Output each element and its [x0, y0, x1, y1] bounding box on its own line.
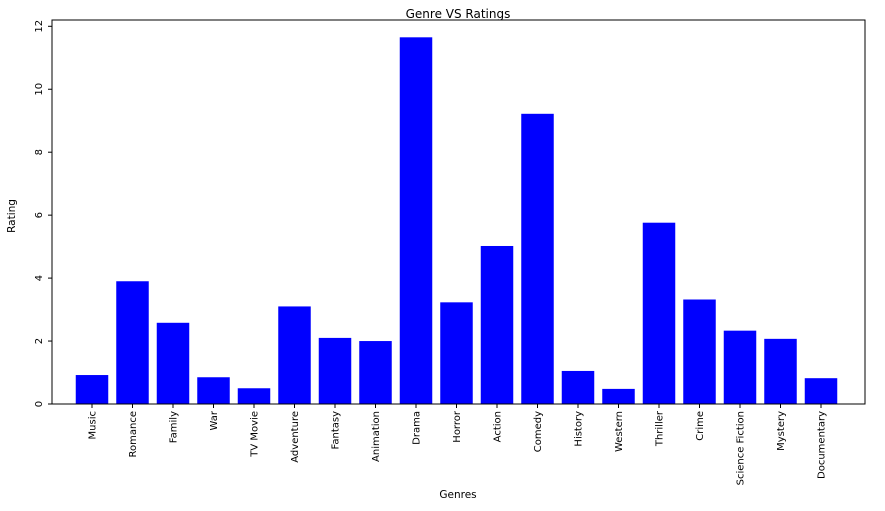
x-tick-label: TV Movie: [250, 411, 261, 458]
y-tick-label: 8: [34, 149, 45, 155]
x-tick-label: Adventure: [290, 411, 301, 463]
x-tick-label: History: [574, 411, 585, 447]
y-tick-label: 10: [34, 83, 45, 96]
x-axis-label: Genres: [439, 489, 476, 501]
bar-science-fiction: [723, 330, 757, 404]
bar-animation: [359, 341, 392, 404]
bar-thriller: [642, 222, 676, 404]
x-tick-label: Family: [169, 411, 180, 443]
bar-music: [75, 375, 109, 404]
bar-documentary: [804, 378, 838, 404]
x-axis-ticks: Music Romance Family War TV Movie Adventure Fa…: [88, 404, 828, 485]
x-tick-label: Science Fiction: [736, 411, 747, 485]
x-tick-label: Romance: [128, 411, 139, 457]
y-tick-label: 0: [34, 401, 45, 407]
bar-crime: [683, 299, 716, 404]
bar-family: [156, 322, 190, 404]
bar-war: [197, 377, 230, 404]
bars-layer: [75, 37, 838, 405]
y-axis-ticks: 0 2 4 6 8 10 12: [34, 20, 52, 407]
y-tick-label: 4: [34, 275, 45, 281]
x-tick-label: Fantasy: [331, 411, 342, 450]
bar-comedy: [521, 113, 554, 405]
bar-action: [480, 245, 514, 404]
x-tick-label: Thriller: [655, 410, 666, 447]
x-tick-label: Western: [614, 411, 625, 452]
x-tick-label: Mystery: [776, 411, 787, 451]
y-tick-label: 2: [34, 338, 45, 344]
plot-frame: [51, 19, 866, 405]
bar-mystery: [764, 338, 797, 404]
x-tick-label: Crime: [695, 411, 706, 441]
x-tick-label: Animation: [371, 411, 382, 462]
x-tick-label: Documentary: [817, 411, 828, 479]
bar-drama: [399, 37, 433, 405]
x-tick-label: Music: [88, 411, 99, 439]
bar-tv-movie: [237, 388, 271, 404]
bar-romance: [116, 281, 149, 404]
bar-adventure: [278, 306, 311, 404]
x-tick-label: Horror: [452, 410, 463, 443]
x-tick-label: Comedy: [533, 411, 544, 452]
x-tick-label: Drama: [412, 411, 423, 445]
x-tick-label: Action: [493, 411, 504, 442]
bar-history: [561, 370, 595, 404]
bar-fantasy: [318, 337, 352, 404]
y-axis-label: Rating: [6, 199, 18, 233]
x-tick-label: War: [209, 410, 220, 430]
y-tick-label: 6: [34, 212, 45, 218]
bar-western: [602, 388, 635, 404]
y-tick-label: 12: [34, 20, 45, 33]
axes-layer: [51, 19, 866, 405]
bar-horror: [440, 302, 473, 404]
chart-title: Genre VS Ratings: [406, 7, 511, 21]
